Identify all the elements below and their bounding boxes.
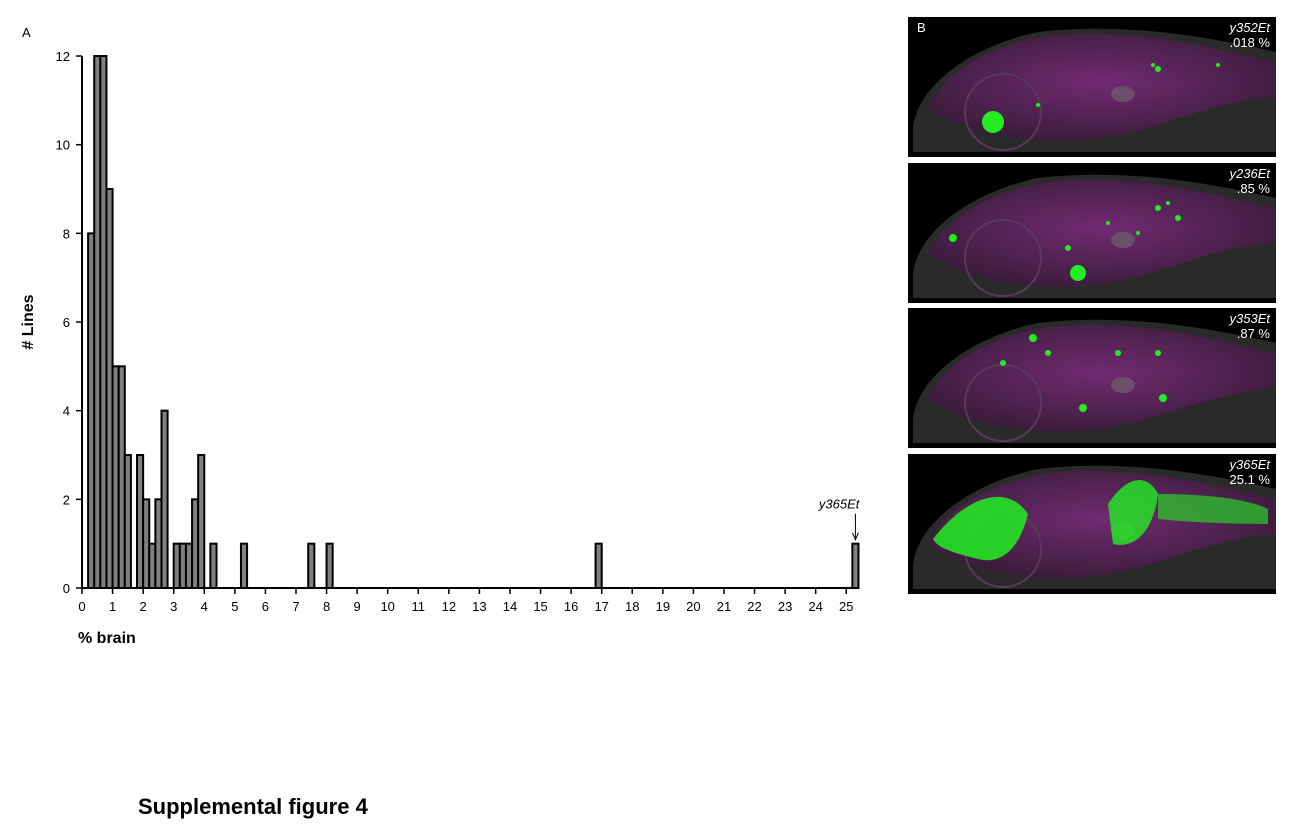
signal-spot (1070, 265, 1086, 281)
x-tick-label: 23 (778, 599, 792, 614)
line-name: y365Et (1229, 457, 1270, 472)
signal-spot (1155, 66, 1161, 72)
brain-image (913, 319, 1276, 443)
x-tick-label: 12 (442, 599, 456, 614)
signal-region (1108, 480, 1158, 545)
x-tick-label: 10 (380, 599, 394, 614)
brain-percent: .87 % (1236, 326, 1270, 341)
x-tick-label: 14 (503, 599, 517, 614)
x-tick-label: 17 (594, 599, 608, 614)
signal-spot (1115, 350, 1121, 356)
x-tick-label: 15 (533, 599, 547, 614)
panel-label: y365Et 25.1 % (1230, 457, 1270, 487)
x-tick-label: 25 (839, 599, 853, 614)
x-axis-label: % brain (78, 630, 136, 647)
x-tick-label: 8 (323, 599, 330, 614)
signal-spot (1065, 245, 1071, 251)
signal-spot (1216, 63, 1220, 67)
line-name: y352Et (1229, 20, 1270, 35)
histogram-bar (325, 542, 334, 589)
signal-spot (982, 111, 1004, 133)
line-name: y236Et (1229, 166, 1270, 181)
signal-spot (1029, 334, 1037, 342)
x-tick-label: 21 (717, 599, 731, 614)
arrow-head-icon (851, 532, 859, 541)
signal-spot (1159, 394, 1167, 402)
x-tick-label: 22 (747, 599, 761, 614)
x-tick-label: 7 (292, 599, 299, 614)
histogram-bar (594, 542, 603, 589)
annotation-label: y365Et (818, 497, 861, 512)
y-axis-label: # Lines (20, 294, 37, 349)
line-name: y353Et (1229, 311, 1270, 326)
y-tick-label: 4 (63, 404, 70, 419)
signal-spot (1166, 201, 1170, 205)
brain-image-panel: y353Et .87 % (908, 308, 1276, 448)
bars (87, 55, 860, 590)
x-tick-label: 2 (140, 599, 147, 614)
x-tick-label: 18 (625, 599, 639, 614)
histogram-bar (197, 454, 206, 590)
histogram-bar (160, 409, 169, 589)
y-tick-label: 8 (63, 226, 70, 241)
panel-label: y236Et .85 % (1230, 166, 1270, 196)
brain-percent: .85 % (1236, 181, 1270, 196)
brain-image (913, 465, 1276, 589)
x-tick-label: 1 (109, 599, 116, 614)
x-tick-label: 0 (78, 599, 85, 614)
signal-spot (1045, 350, 1051, 356)
x-tick-label: 6 (262, 599, 269, 614)
x-tick-label: 5 (231, 599, 238, 614)
signal-spot (1079, 404, 1087, 412)
x-tick-label: 16 (564, 599, 578, 614)
histogram-chart: A 0 1 2 3 4 5 6 7 8 9 10 11 12 13 14 15 16 17 18 19 20 21 22 23… (20, 25, 861, 647)
panel-a-letter: A (22, 25, 31, 40)
signal-region (933, 496, 1028, 561)
signal-spot (1151, 63, 1155, 67)
signal-spot (1136, 231, 1140, 235)
signal-spot (949, 234, 957, 242)
panel-b-letter: B (917, 20, 926, 35)
annotation: y365Et (818, 497, 861, 541)
x-tick-label: 24 (808, 599, 822, 614)
x-tick-label: 9 (354, 599, 361, 614)
x-tick-label: 19 (656, 599, 670, 614)
x-tick-label: 13 (472, 599, 486, 614)
x-tick-label: 20 (686, 599, 700, 614)
panel-label: y353Et .87 % (1230, 311, 1270, 341)
signal-spot (1036, 103, 1040, 107)
brain-percent: 25.1 % (1229, 472, 1270, 487)
brain-image (913, 28, 1276, 152)
x-tick-label: 3 (170, 599, 177, 614)
signal-spot (1155, 205, 1161, 211)
signal-region (1158, 494, 1268, 524)
y-tick-label: 6 (63, 315, 70, 330)
brain-image-panel: y236Et .85 % (908, 163, 1276, 303)
brain-image (913, 174, 1276, 298)
histogram-bar (123, 454, 132, 590)
signal-spot (1175, 215, 1181, 221)
histogram-bar (209, 542, 218, 589)
y-tick-label: 0 (63, 581, 70, 596)
signal-spot (1106, 221, 1110, 225)
signal-spot (1000, 360, 1006, 366)
histogram-bar (239, 542, 249, 589)
histogram-bar (851, 542, 860, 589)
x-tick-label: 11 (412, 599, 426, 614)
y-tick-label: 10 (56, 138, 70, 153)
figure-title: Supplemental figure 4 (138, 794, 368, 819)
signal-spot (1155, 350, 1161, 356)
y-tick-label: 12 (56, 49, 70, 64)
y-tick-label: 2 (63, 492, 70, 507)
brain-percent: .018 % (1229, 35, 1270, 50)
x-tick-label: 4 (201, 599, 208, 614)
axes: 0 1 2 3 4 5 6 7 8 9 10 11 12 13 14 15 16 17 18 19 20 21 22 23 24… (56, 49, 859, 614)
brain-image-panel: y365Et 25.1 % (908, 454, 1276, 594)
histogram-bar (307, 542, 316, 589)
panel-label: y352Et .018 % (1230, 20, 1270, 50)
